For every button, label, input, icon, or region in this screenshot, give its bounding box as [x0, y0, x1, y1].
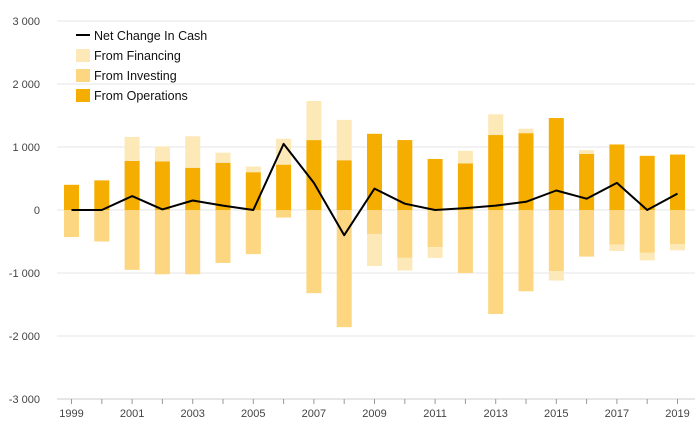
y-tick-label: 3 000: [12, 16, 40, 28]
investing-bar-2004: [215, 210, 231, 263]
operations-bar-2010: [397, 140, 413, 210]
financing-bar-2001: [124, 136, 140, 161]
operations-bar-2003: [185, 167, 201, 210]
x-axis-ticks: 1999 2001 2003 2005 2007 2009 2011 2013 2015 2017…: [57, 398, 695, 420]
operations-bar-2004: [215, 162, 231, 210]
operations-bar-2007: [306, 140, 322, 210]
investing-bar-2011: [427, 210, 443, 248]
financing-bar-2002: [154, 146, 170, 162]
operations-bar-2008: [336, 160, 352, 210]
operations-bar-2000: [94, 180, 110, 210]
investing-bar-2017: [609, 210, 625, 245]
y-tick-label: 1 000: [12, 142, 40, 154]
financing-bar-2003: [185, 136, 201, 168]
x-tick-label: 2013: [483, 408, 507, 420]
financing-bar-2007: [306, 101, 322, 141]
x-tick-label: 2017: [605, 408, 629, 420]
operations-bar-1999: [64, 184, 79, 210]
investing-bar-2006: [276, 210, 292, 218]
investing-bar-2018: [639, 210, 655, 253]
financing-bar-2014: [518, 128, 534, 134]
bars: [64, 101, 685, 328]
investing-bar-1999: [64, 210, 79, 238]
operations-bar-2019: [670, 154, 685, 210]
legend-swatch-financing: [76, 49, 90, 62]
x-tick-label: 2003: [180, 408, 204, 420]
financing-bar-2008: [336, 119, 352, 161]
investing-bar-2003: [185, 210, 201, 275]
financing-bar-2006: [276, 138, 292, 165]
y-axis-ticks: 3 000 2 000 1 000 0 -1 000 -2 000 -3 000: [9, 16, 40, 406]
legend-label-operations: From Operations: [94, 89, 188, 103]
operations-bar-2001: [124, 160, 140, 210]
legend-label-financing: From Financing: [94, 49, 181, 63]
legend-swatch-investing: [76, 69, 90, 82]
y-tick-label: -3 000: [9, 394, 40, 406]
x-tick-label: 2001: [120, 408, 144, 420]
x-tick-label: 2007: [302, 408, 326, 420]
financing-bar-2005: [245, 166, 261, 173]
operations-bar-2014: [518, 133, 534, 210]
operations-bar-2018: [639, 155, 655, 210]
x-tick-label: 1999: [59, 408, 83, 420]
legend-label-net-change: Net Change In Cash: [94, 29, 207, 43]
x-tick-label: 2011: [423, 408, 447, 420]
y-tick-label: 0: [34, 205, 40, 217]
operations-bar-2017: [609, 144, 625, 210]
operations-bar-2016: [579, 153, 595, 210]
legend-swatch-operations: [76, 89, 90, 102]
investing-bar-2015: [548, 210, 564, 272]
investing-bar-2014: [518, 210, 534, 292]
y-tick-label: -1 000: [9, 268, 40, 280]
operations-bar-2011: [427, 158, 443, 210]
x-tick-label: 2005: [241, 408, 265, 420]
investing-bar-2002: [154, 210, 170, 275]
financing-bar-2010: [397, 257, 413, 271]
investing-bar-2016: [579, 210, 595, 257]
investing-bar-2019: [670, 210, 685, 245]
y-tick-label: -2 000: [9, 331, 40, 343]
financing-bar-2018: [639, 252, 655, 261]
operations-bar-2013: [488, 135, 504, 210]
operations-bar-2006: [276, 164, 292, 210]
investing-bar-2001: [124, 210, 140, 270]
investing-bar-2012: [457, 210, 473, 273]
x-tick-label: 2015: [544, 408, 568, 420]
operations-bar-2009: [367, 133, 382, 210]
operations-bar-2005: [245, 172, 261, 210]
investing-bar-2013: [488, 210, 504, 314]
financing-bar-2012: [457, 150, 473, 164]
net-change-line-layer: [71, 142, 678, 237]
operations-bar-2012: [457, 163, 473, 210]
financing-bar-2019: [670, 244, 685, 251]
financing-bar-2013: [488, 114, 504, 136]
y-tick-label: 2 000: [12, 79, 40, 91]
financing-bar-2011: [427, 247, 443, 258]
financing-bar-2015: [548, 271, 564, 281]
legend: Net Change In Cash From Financing From I…: [76, 29, 207, 103]
investing-bar-2008: [336, 210, 352, 328]
x-tick-label: 2019: [665, 408, 689, 420]
financing-bar-2017: [609, 244, 625, 251]
net-change-line: [71, 142, 678, 237]
investing-bar-2007: [306, 210, 322, 294]
investing-bar-2000: [94, 210, 110, 242]
financing-bar-2004: [215, 152, 231, 163]
financing-bar-2009: [367, 233, 382, 267]
financing-bar-2016: [579, 150, 595, 154]
operations-bar-2002: [154, 161, 170, 210]
investing-bar-2009: [367, 210, 382, 234]
legend-label-investing: From Investing: [94, 69, 177, 83]
x-tick-label: 2009: [362, 408, 386, 420]
investing-bar-2005: [245, 210, 261, 255]
operations-bar-2015: [548, 118, 564, 210]
investing-bar-2010: [397, 210, 413, 258]
